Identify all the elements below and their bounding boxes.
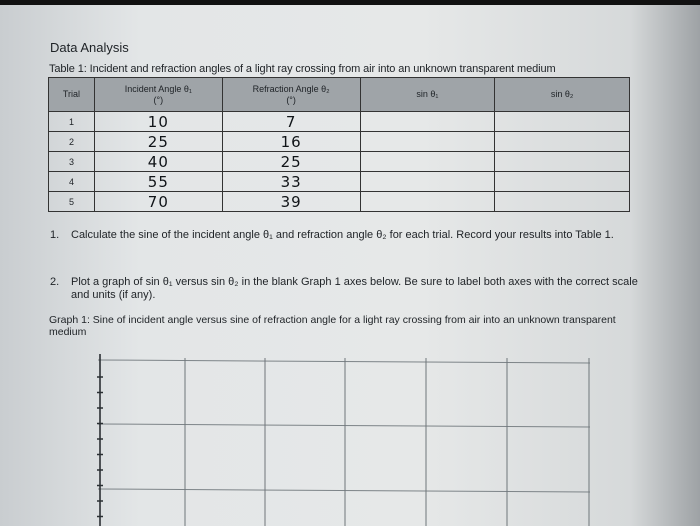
table-row: 2 25 16 (48, 131, 630, 152)
graph-caption: Graph 1: Sine of incident angle versus s… (49, 314, 616, 338)
cell-trial: 2 (48, 131, 95, 152)
header-label: Refraction Angle θ₂ (252, 83, 330, 94)
grid-line-horizontal (97, 423, 591, 428)
photo-top-edge (0, 0, 700, 5)
section-heading: Data Analysis (50, 40, 129, 55)
table-caption: Table 1: Incident and refraction angles … (49, 63, 556, 75)
table-row: 4 55 33 (48, 171, 630, 192)
cell-trial: 5 (48, 191, 95, 212)
cell-incident: 70 (93, 191, 223, 212)
grid-line-horizontal (97, 359, 591, 364)
cell-sin2[interactable] (494, 191, 630, 212)
header-label: Incident Angle θ₁ (124, 83, 192, 94)
question-2: 2. Plot a graph of sin θ₁ versus sin θ₂ … (50, 276, 638, 301)
grid-line-horizontal (97, 488, 591, 493)
header-unit: (°) (153, 94, 164, 105)
header-label: Trial (62, 89, 81, 99)
question-1: 1. Calculate the sine of the incident an… (50, 229, 614, 241)
column-header: Incident Angle θ₁ (°) (93, 77, 223, 112)
column-header: sin θ₁ (359, 77, 496, 112)
header-label: sin θ₁ (416, 89, 439, 99)
header-unit: (°) (286, 94, 296, 105)
column-header: Trial (48, 77, 95, 112)
header-label: sin θ₂ (550, 89, 574, 99)
cell-refraction: 39 (221, 191, 361, 212)
data-table: Trial Incident Angle θ₁ (°) Refraction Angl… (48, 77, 630, 212)
table-row: 5 70 39 (48, 191, 630, 212)
column-header: Refraction Angle θ₂ (°) (221, 77, 361, 112)
